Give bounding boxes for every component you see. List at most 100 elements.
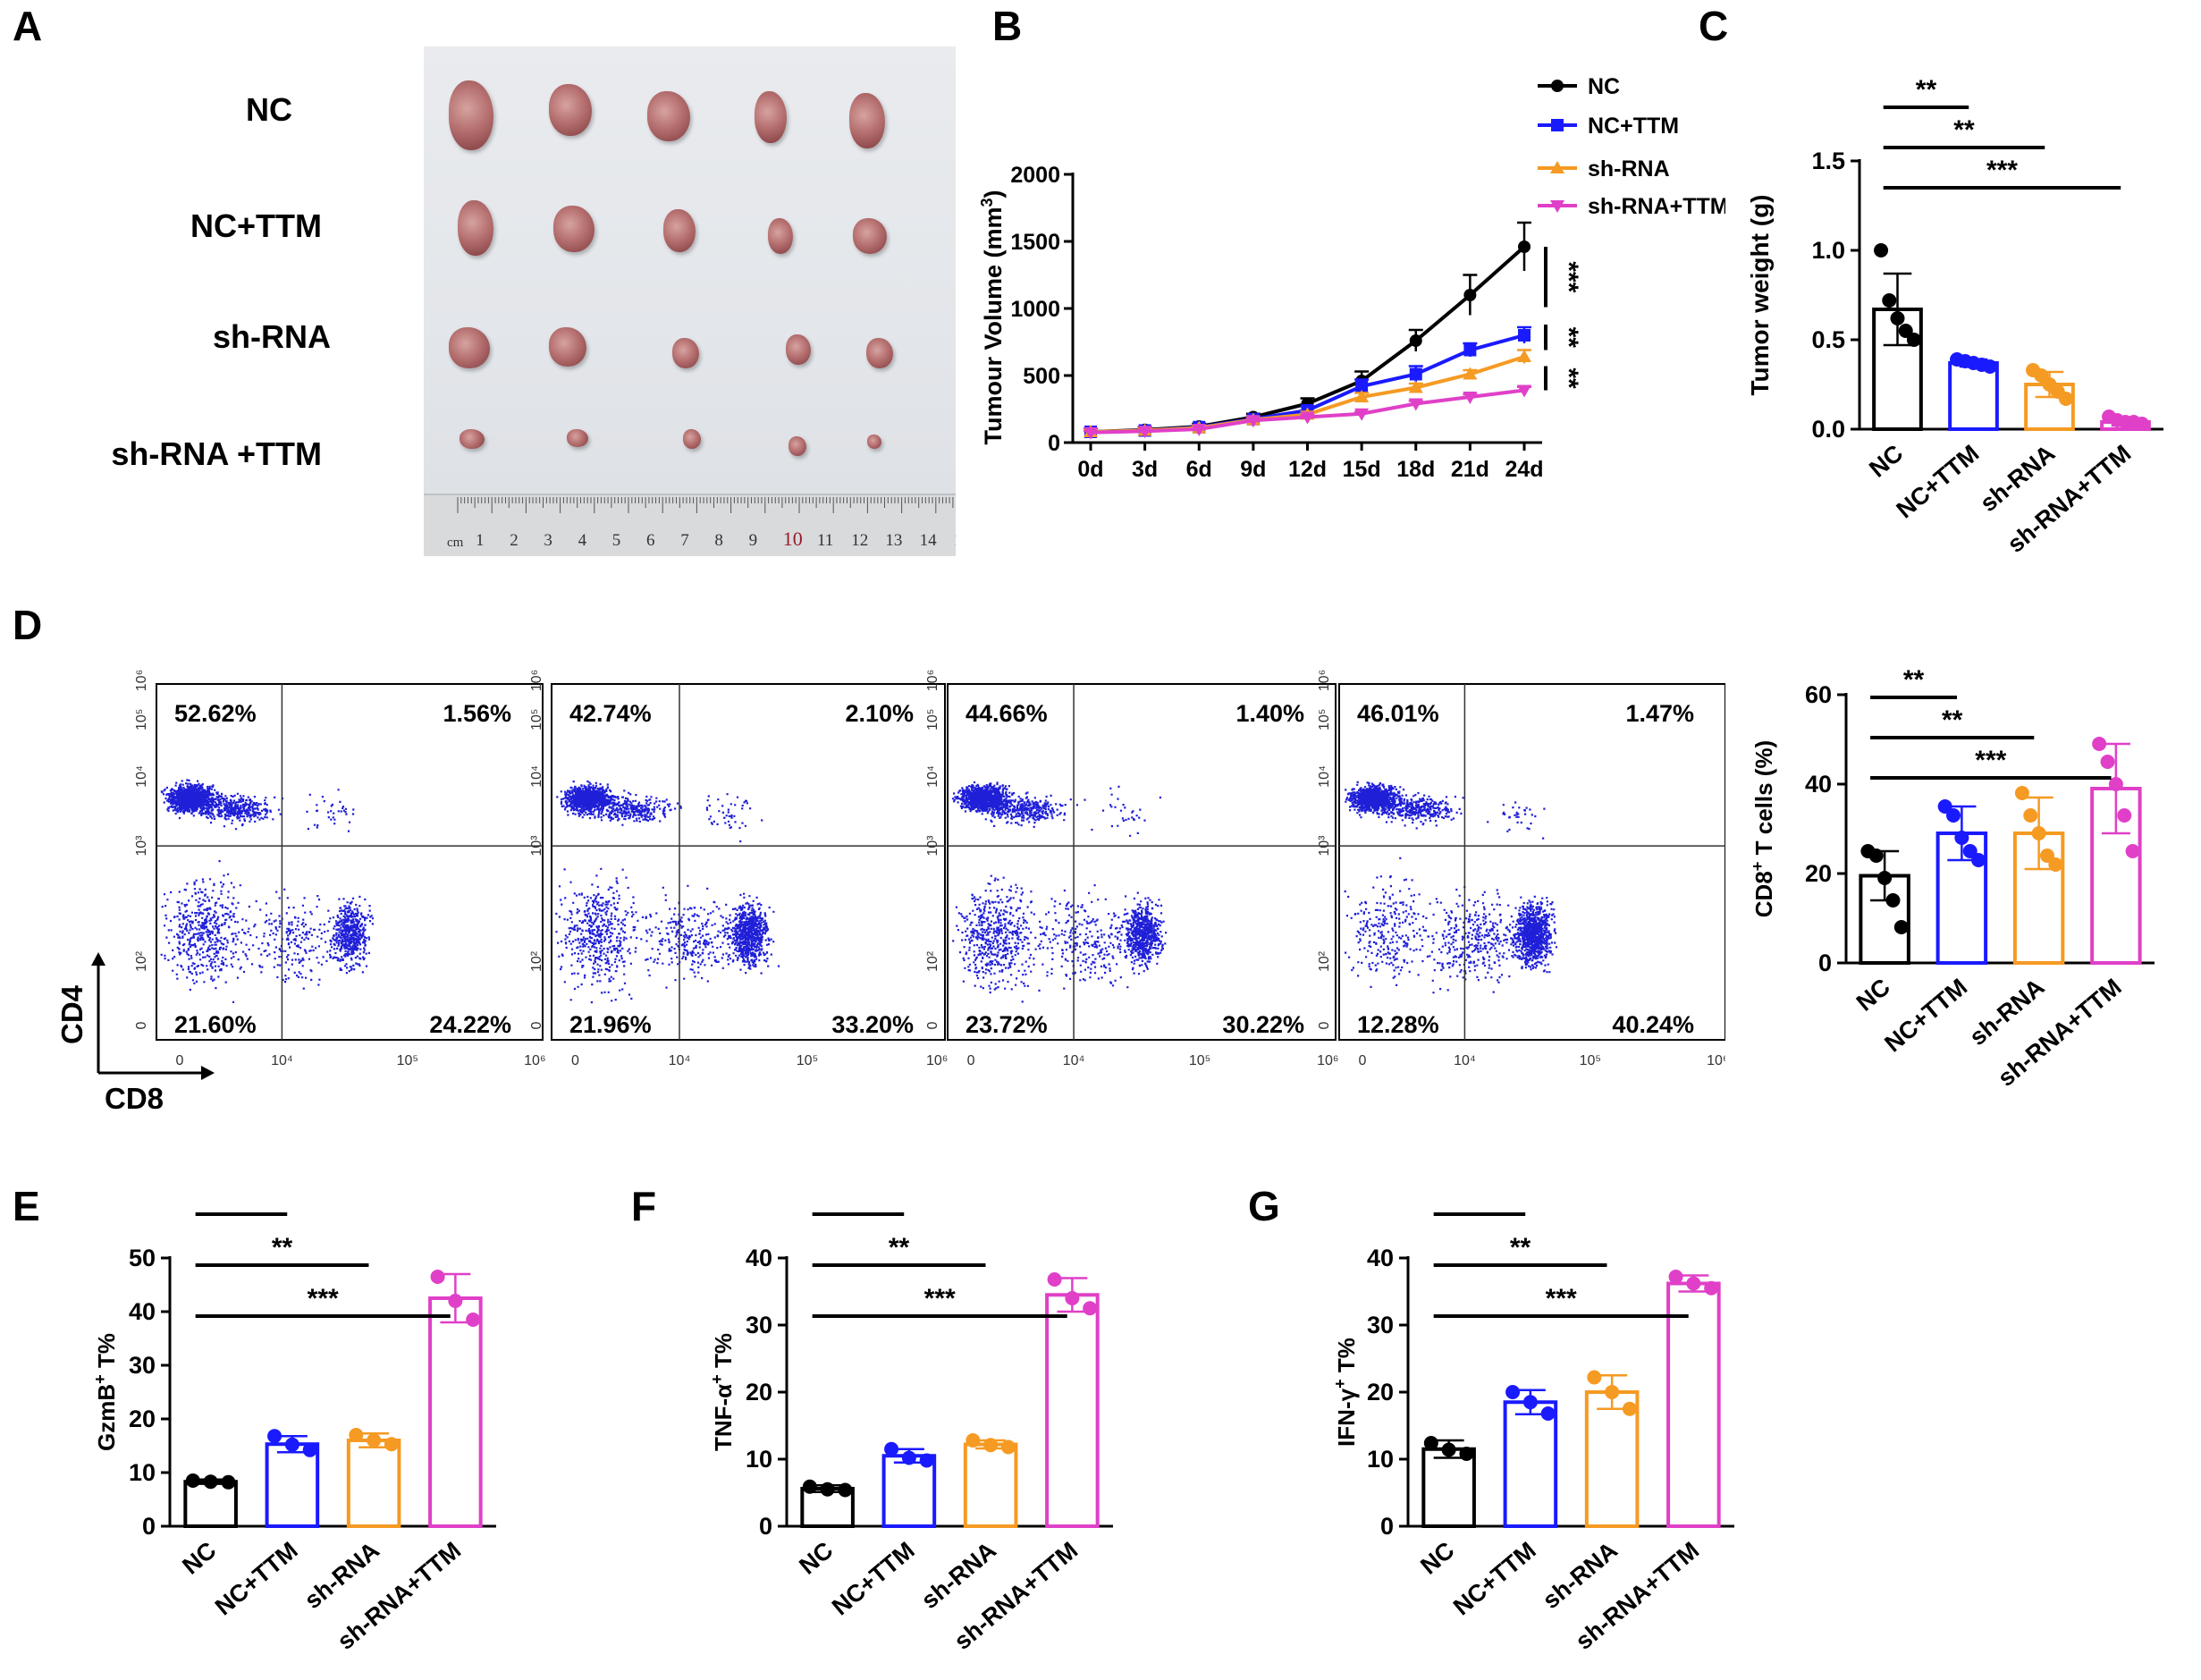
tumor xyxy=(458,200,493,256)
y-tick-label: 10⁴ xyxy=(134,765,149,788)
y-tick-label: 10 xyxy=(129,1459,156,1486)
data-point xyxy=(1423,1436,1438,1450)
x-tick-label: 0d xyxy=(1077,457,1103,482)
data-point xyxy=(1587,1370,1602,1385)
y-axis-label: Tumor weight (g) xyxy=(1746,195,1774,396)
ruler-number: 3 xyxy=(544,531,552,550)
category-label: NC+TTM xyxy=(1879,974,1972,1058)
legend-label: NC+TTM xyxy=(1588,114,1679,139)
panel-letter-a: A xyxy=(13,3,43,49)
y-tick-label: 10³ xyxy=(134,835,149,857)
category-label: NC+TTM xyxy=(210,1537,303,1621)
category-label: NC xyxy=(1864,440,1908,483)
y-tick-label: 10² xyxy=(529,950,544,972)
legend-label: sh-RNA+TTM xyxy=(1588,194,1725,219)
data-point xyxy=(2031,826,2046,840)
category-label: NC xyxy=(1851,974,1895,1017)
tumor xyxy=(647,91,690,141)
data-point xyxy=(1954,831,1969,845)
data-point xyxy=(2117,808,2132,823)
quadrant-q2: 1.40% xyxy=(1235,700,1304,727)
data-point xyxy=(1245,415,1261,428)
bar-sh-rna-ttm xyxy=(1045,1293,1100,1528)
tumor xyxy=(866,338,893,368)
data-point xyxy=(1517,350,1531,362)
bar-sh-rna xyxy=(963,1442,1018,1528)
data-point xyxy=(1463,367,1478,380)
x-tick-label: 9d xyxy=(1240,457,1266,482)
y-tick-label: 0 xyxy=(529,1022,544,1030)
tumor xyxy=(663,209,696,252)
ruler-number: 11 xyxy=(817,531,834,550)
x-tick-label: 18d xyxy=(1396,457,1435,482)
data-point xyxy=(1893,920,1909,934)
y-tick-label: 10² xyxy=(1317,950,1332,972)
y-tick-label: 1.0 xyxy=(1811,237,1845,264)
x-tick-label: 10⁵ xyxy=(1580,1053,1601,1068)
tumor xyxy=(849,93,885,148)
significance-label: *** xyxy=(1986,156,2018,185)
quadrant-q1: 52.62% xyxy=(174,700,257,727)
quadrant-q4: 40.24% xyxy=(1612,1011,1694,1038)
y-tick-label: 10⁶ xyxy=(134,670,149,691)
flow-plot-frame xyxy=(551,683,946,1041)
y-axis-label: IFN-γ+ T% xyxy=(1331,1338,1360,1447)
chart-d-flow-cytometry: 52.62% 1.56% 21.60% 24.22% 0 10⁴ 10⁵ 10⁶ 0 10² 10³… xyxy=(55,670,1725,1115)
y-tick-label: 30 xyxy=(746,1312,772,1338)
x-tick-label: 10⁴ xyxy=(669,1053,691,1068)
significance-label: ** xyxy=(848,1198,869,1211)
x-tick-label: 10⁵ xyxy=(1189,1053,1210,1068)
data-point xyxy=(1906,333,1921,347)
y-axis-label: TNF-α+ T% xyxy=(708,1333,737,1451)
panel-letter-d: D xyxy=(13,602,43,648)
y-tick-label: 10 xyxy=(1367,1446,1394,1473)
data-point xyxy=(1622,1401,1637,1416)
flow-plot-frame xyxy=(1338,683,1725,1041)
quadrant-q3: 12.28% xyxy=(1357,1011,1439,1038)
x-tick-label: 12d xyxy=(1288,457,1327,482)
data-point xyxy=(1882,293,1897,308)
cd8-arrow-head xyxy=(201,1066,215,1080)
y-tick-label: 0 xyxy=(134,1022,149,1030)
data-point xyxy=(1192,424,1207,436)
quadrant-q3: 23.72% xyxy=(966,1011,1048,1038)
data-point xyxy=(1505,1385,1521,1399)
legend-marker xyxy=(1550,200,1564,213)
bar-sh-rna-ttm xyxy=(1666,1281,1721,1528)
data-point xyxy=(1518,241,1531,253)
data-point xyxy=(983,1438,999,1453)
x-tick-label: 10⁴ xyxy=(1063,1053,1085,1068)
data-point xyxy=(1874,243,1889,257)
y-tick-label: 10⁵ xyxy=(529,709,544,730)
x-tick-label: 0 xyxy=(571,1053,579,1068)
significance-label: ** xyxy=(1469,1198,1490,1211)
data-point xyxy=(1885,893,1901,908)
data-point xyxy=(221,1474,236,1490)
quadrant-q4: 30.22% xyxy=(1222,1011,1304,1038)
data-point xyxy=(185,1473,200,1488)
quadrant-q1: 46.01% xyxy=(1357,700,1439,727)
data-point xyxy=(1084,426,1098,440)
tumor xyxy=(853,218,887,254)
data-point xyxy=(1463,392,1478,404)
ruler-number: 10 xyxy=(782,528,803,550)
ruler-number: 5 xyxy=(611,531,621,550)
significance-label: *** xyxy=(1975,746,2006,775)
y-tick-label: 10⁵ xyxy=(925,709,940,730)
flow-dots xyxy=(160,779,375,1003)
legend-marker xyxy=(1551,119,1564,131)
significance-label: ** xyxy=(1903,665,1925,695)
data-point xyxy=(1937,799,1952,814)
category-label: NC xyxy=(177,1537,221,1580)
tumor xyxy=(755,91,787,143)
y-tick-label: 0 xyxy=(1317,1022,1332,1030)
data-point xyxy=(1668,1270,1683,1284)
tumor xyxy=(549,84,592,136)
data-point xyxy=(1355,380,1369,393)
data-point xyxy=(2014,786,2029,800)
y-tick-label: 0 xyxy=(1818,950,1832,976)
tumor xyxy=(788,436,806,456)
ruler-unit: cm xyxy=(447,536,464,550)
